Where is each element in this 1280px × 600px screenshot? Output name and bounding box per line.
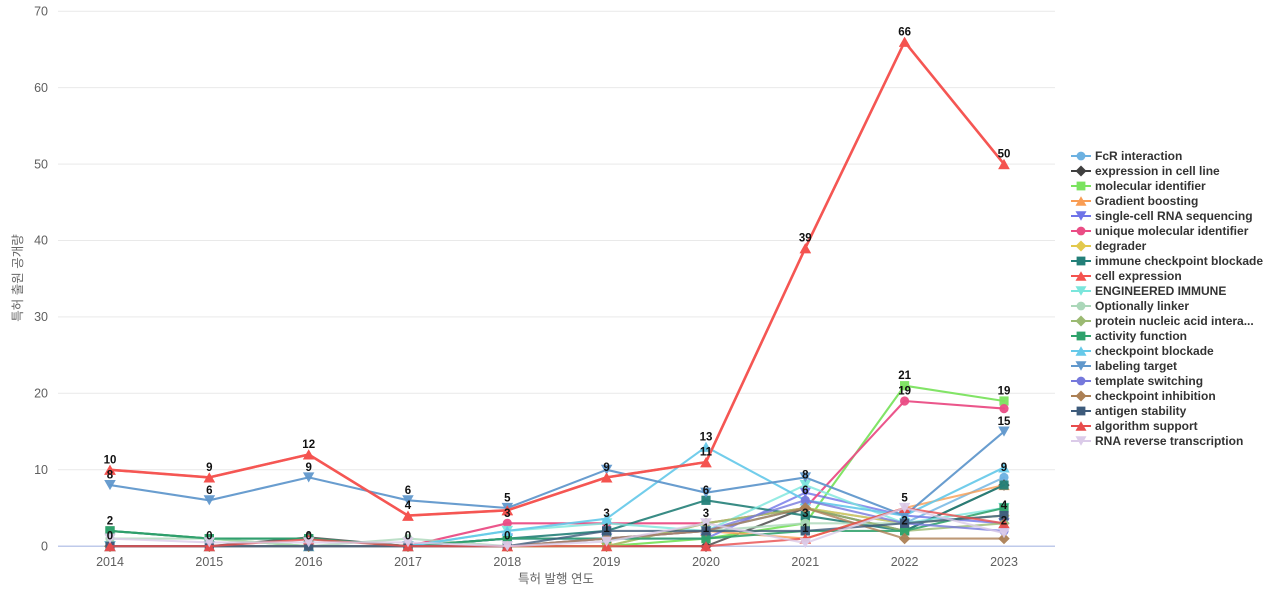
- svg-text:5: 5: [901, 493, 908, 505]
- svg-text:21: 21: [898, 370, 911, 382]
- svg-text:antigen stability: antigen stability: [1095, 404, 1187, 418]
- svg-text:9: 9: [1001, 462, 1007, 474]
- svg-text:20: 20: [34, 387, 48, 401]
- svg-text:ENGINEERED IMMUNE: ENGINEERED IMMUNE: [1095, 284, 1226, 298]
- svg-text:template switching: template switching: [1095, 374, 1203, 388]
- svg-text:19: 19: [998, 386, 1011, 398]
- svg-text:12: 12: [302, 439, 315, 451]
- svg-text:39: 39: [799, 233, 812, 245]
- svg-text:activity function: activity function: [1095, 329, 1187, 343]
- svg-text:0: 0: [305, 531, 311, 543]
- svg-text:degrader: degrader: [1095, 239, 1147, 253]
- svg-text:70: 70: [34, 4, 48, 18]
- svg-text:2018: 2018: [493, 555, 521, 569]
- svg-text:8: 8: [107, 470, 114, 482]
- svg-text:10: 10: [34, 463, 48, 477]
- svg-text:4: 4: [405, 500, 412, 512]
- svg-text:2017: 2017: [394, 555, 422, 569]
- svg-text:0: 0: [41, 539, 48, 553]
- svg-text:5: 5: [504, 493, 511, 505]
- svg-text:6: 6: [405, 485, 411, 497]
- svg-text:2020: 2020: [692, 555, 720, 569]
- svg-text:checkpoint inhibition: checkpoint inhibition: [1095, 389, 1216, 403]
- svg-text:2016: 2016: [295, 555, 323, 569]
- svg-text:0: 0: [504, 531, 510, 543]
- svg-text:RNA reverse transcription: RNA reverse transcription: [1095, 434, 1243, 448]
- svg-text:9: 9: [305, 462, 311, 474]
- svg-text:30: 30: [34, 310, 48, 324]
- svg-text:FcR interaction: FcR interaction: [1095, 149, 1182, 163]
- svg-text:1: 1: [802, 523, 809, 535]
- svg-text:Gradient boosting: Gradient boosting: [1095, 194, 1198, 208]
- svg-text:3: 3: [703, 508, 709, 520]
- svg-text:9: 9: [603, 462, 609, 474]
- svg-text:3: 3: [504, 508, 510, 520]
- svg-text:molecular identifier: molecular identifier: [1095, 179, 1206, 193]
- svg-text:6: 6: [206, 485, 212, 497]
- svg-text:2: 2: [107, 515, 113, 527]
- svg-text:10: 10: [104, 454, 117, 466]
- svg-text:15: 15: [998, 416, 1011, 428]
- svg-text:3: 3: [802, 508, 808, 520]
- svg-text:9: 9: [206, 462, 212, 474]
- svg-text:2019: 2019: [593, 555, 621, 569]
- svg-text:0: 0: [206, 531, 212, 543]
- svg-text:6: 6: [802, 485, 808, 497]
- svg-text:0: 0: [107, 531, 113, 543]
- svg-text:protein nucleic acid intera...: protein nucleic acid intera...: [1095, 314, 1254, 328]
- svg-text:expression in cell line: expression in cell line: [1095, 164, 1220, 178]
- svg-text:3: 3: [603, 508, 609, 520]
- svg-text:checkpoint blockade: checkpoint blockade: [1095, 344, 1214, 358]
- svg-text:unique molecular identifier: unique molecular identifier: [1095, 224, 1249, 238]
- svg-text:single-cell RNA sequencing: single-cell RNA sequencing: [1095, 209, 1253, 223]
- svg-text:immune checkpoint blockade: immune checkpoint blockade: [1095, 254, 1263, 268]
- svg-text:19: 19: [898, 386, 911, 398]
- svg-text:1: 1: [703, 523, 710, 535]
- svg-text:2: 2: [901, 515, 907, 527]
- svg-text:13: 13: [700, 431, 713, 443]
- svg-text:40: 40: [34, 234, 48, 248]
- svg-text:labeling target: labeling target: [1095, 359, 1177, 373]
- svg-text:4: 4: [1001, 500, 1008, 512]
- svg-text:1: 1: [603, 523, 610, 535]
- svg-text:2021: 2021: [791, 555, 819, 569]
- svg-text:11: 11: [700, 447, 713, 459]
- svg-text:2022: 2022: [891, 555, 919, 569]
- svg-text:50: 50: [34, 157, 48, 171]
- svg-text:8: 8: [802, 470, 809, 482]
- svg-text:Optionally linker: Optionally linker: [1095, 299, 1189, 313]
- svg-text:0: 0: [405, 531, 411, 543]
- svg-text:2023: 2023: [990, 555, 1018, 569]
- svg-text:2: 2: [1001, 515, 1007, 527]
- svg-text:cell expression: cell expression: [1095, 269, 1182, 283]
- svg-text:특허 발행 연도: 특허 발행 연도: [518, 571, 594, 586]
- svg-text:2014: 2014: [96, 555, 124, 569]
- svg-text:60: 60: [34, 81, 48, 95]
- svg-text:2015: 2015: [195, 555, 223, 569]
- svg-text:50: 50: [998, 149, 1011, 161]
- svg-text:특허 출원 공개량: 특허 출원 공개량: [11, 234, 25, 322]
- svg-text:6: 6: [703, 485, 709, 497]
- svg-text:algorithm support: algorithm support: [1095, 419, 1198, 433]
- svg-text:66: 66: [898, 26, 911, 38]
